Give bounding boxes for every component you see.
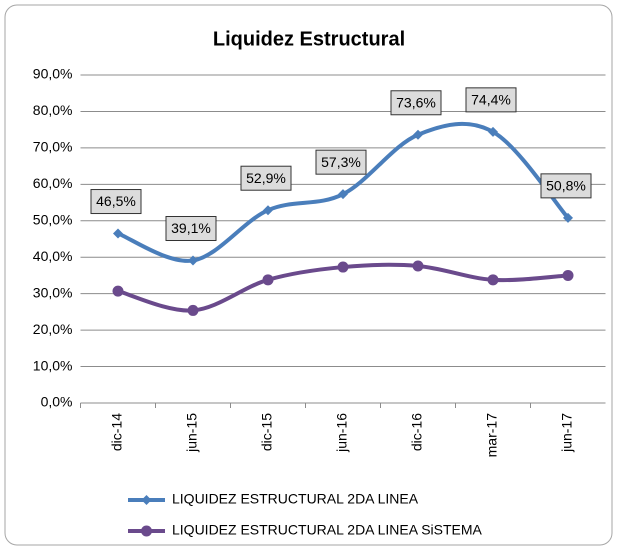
y-tick-label: 30,0%	[33, 284, 73, 300]
y-tick-label: 20,0%	[33, 321, 73, 337]
y-tick-label: 90,0%	[33, 66, 73, 82]
y-tick-label: 80,0%	[33, 102, 73, 118]
legend-label: LIQUIDEZ ESTRUCTURAL 2DA LINEA SiSTEMA	[172, 522, 483, 538]
data-point	[338, 189, 348, 200]
y-tick-label: 50,0%	[33, 211, 73, 227]
data-label-box	[540, 173, 592, 199]
data-label-box	[240, 165, 292, 191]
data-label: 73,6%	[396, 94, 436, 110]
data-point	[188, 255, 198, 266]
data-label: 50,8%	[546, 178, 586, 194]
chart-title: Liquidez Estructural	[213, 28, 405, 50]
y-tick-label: 60,0%	[33, 175, 73, 191]
x-tick-label: dic-14	[109, 413, 125, 451]
y-tick-label: 0,0%	[41, 394, 73, 410]
data-label: 52,9%	[246, 170, 286, 186]
data-point	[563, 212, 573, 223]
y-tick-label: 40,0%	[33, 248, 73, 264]
data-point	[337, 261, 349, 273]
data-point	[187, 304, 199, 316]
data-point	[413, 129, 423, 140]
data-label-box	[90, 189, 142, 215]
data-label: 39,1%	[171, 220, 211, 236]
chart-border	[4, 4, 613, 546]
data-label: 57,3%	[321, 154, 361, 170]
data-point	[562, 269, 574, 281]
data-point	[113, 228, 123, 239]
data-label: 46,5%	[96, 193, 136, 209]
data-point	[263, 205, 273, 216]
data-label-box	[315, 149, 367, 175]
y-tick-label: 70,0%	[33, 139, 73, 155]
data-label-box	[390, 90, 442, 116]
x-tick-label: jun-16	[334, 413, 350, 453]
data-label-box	[165, 216, 217, 242]
data-point	[412, 260, 424, 272]
data-point	[488, 126, 498, 137]
data-point	[262, 274, 274, 286]
x-tick-label: jun-15	[184, 413, 200, 453]
legend-marker	[141, 525, 152, 537]
legend-label: LIQUIDEZ ESTRUCTURAL 2DA LINEA	[172, 491, 419, 507]
data-point	[112, 285, 124, 297]
data-point	[487, 274, 499, 286]
data-label-box	[465, 87, 517, 113]
x-tick-label: dic-15	[259, 413, 275, 451]
y-tick-label: 10,0%	[33, 357, 73, 373]
x-tick-label: mar-17	[484, 413, 500, 458]
x-tick-label: dic-16	[409, 413, 425, 451]
legend-marker	[141, 495, 152, 505]
x-tick-label: jun-17	[559, 413, 575, 453]
data-label: 74,4%	[471, 92, 511, 108]
